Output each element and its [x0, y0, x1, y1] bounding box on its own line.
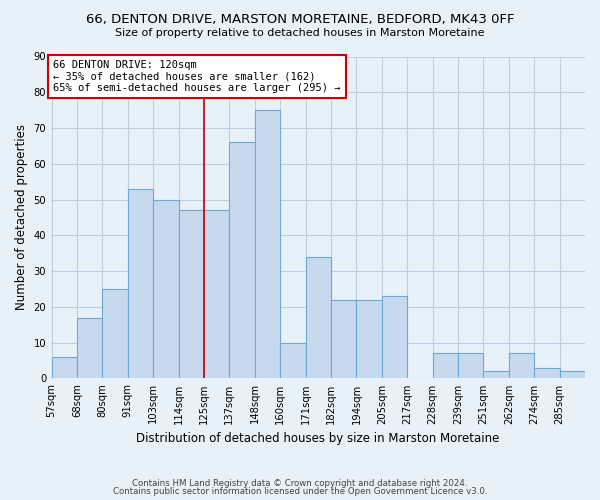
- Y-axis label: Number of detached properties: Number of detached properties: [15, 124, 28, 310]
- Bar: [255, 110, 280, 378]
- Bar: [204, 210, 229, 378]
- Bar: [534, 368, 560, 378]
- X-axis label: Distribution of detached houses by size in Marston Moretaine: Distribution of detached houses by size …: [136, 432, 500, 445]
- Bar: [458, 354, 484, 378]
- Bar: [179, 210, 204, 378]
- Bar: [280, 342, 305, 378]
- Bar: [305, 257, 331, 378]
- Bar: [382, 296, 407, 378]
- Bar: [331, 300, 356, 378]
- Text: Contains HM Land Registry data © Crown copyright and database right 2024.: Contains HM Land Registry data © Crown c…: [132, 478, 468, 488]
- Bar: [484, 372, 509, 378]
- Bar: [103, 289, 128, 378]
- Text: 66, DENTON DRIVE, MARSTON MORETAINE, BEDFORD, MK43 0FF: 66, DENTON DRIVE, MARSTON MORETAINE, BED…: [86, 12, 514, 26]
- Bar: [128, 189, 153, 378]
- Bar: [77, 318, 103, 378]
- Bar: [52, 357, 77, 378]
- Bar: [356, 300, 382, 378]
- Text: 66 DENTON DRIVE: 120sqm
← 35% of detached houses are smaller (162)
65% of semi-d: 66 DENTON DRIVE: 120sqm ← 35% of detache…: [53, 60, 340, 94]
- Bar: [153, 200, 179, 378]
- Bar: [560, 372, 585, 378]
- Text: Size of property relative to detached houses in Marston Moretaine: Size of property relative to detached ho…: [115, 28, 485, 38]
- Bar: [433, 354, 458, 378]
- Bar: [509, 354, 534, 378]
- Text: Contains public sector information licensed under the Open Government Licence v3: Contains public sector information licen…: [113, 487, 487, 496]
- Bar: [229, 142, 255, 378]
